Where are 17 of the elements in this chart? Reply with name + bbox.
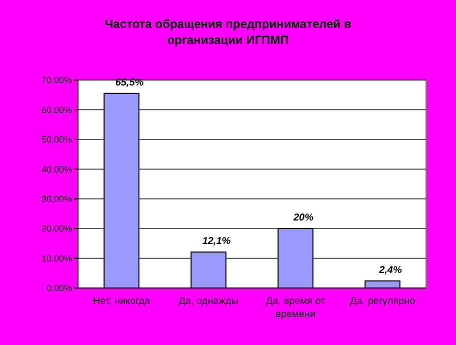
- y-tick-label: 30,00%: [41, 194, 72, 204]
- x-tick-label: Да, регулярно: [350, 296, 416, 307]
- data-label: 65,5%: [115, 77, 144, 88]
- data-label: 2,4%: [378, 264, 402, 276]
- y-tick-label: 40,00%: [41, 164, 72, 174]
- x-tick-label: Нет, никогда: [92, 296, 151, 307]
- data-label: 12,1%: [202, 236, 231, 248]
- y-tick-label: 20,00%: [41, 224, 72, 234]
- data-label: 20%: [292, 212, 314, 224]
- y-tick-label: 60,00%: [41, 104, 72, 115]
- chart-title: Частота обращения предпринимателей в организации ИГПМП: [104, 17, 352, 47]
- y-tick-label: 50,00%: [41, 134, 72, 145]
- y-tick-label: 0,00%: [46, 283, 72, 294]
- x-tick-label: Да, время от времени: [266, 296, 326, 320]
- y-tick-label: 70,00%: [41, 75, 72, 86]
- y-tick-label: 10,00%: [41, 253, 72, 264]
- x-tick-label: Да, однажды: [178, 296, 238, 307]
